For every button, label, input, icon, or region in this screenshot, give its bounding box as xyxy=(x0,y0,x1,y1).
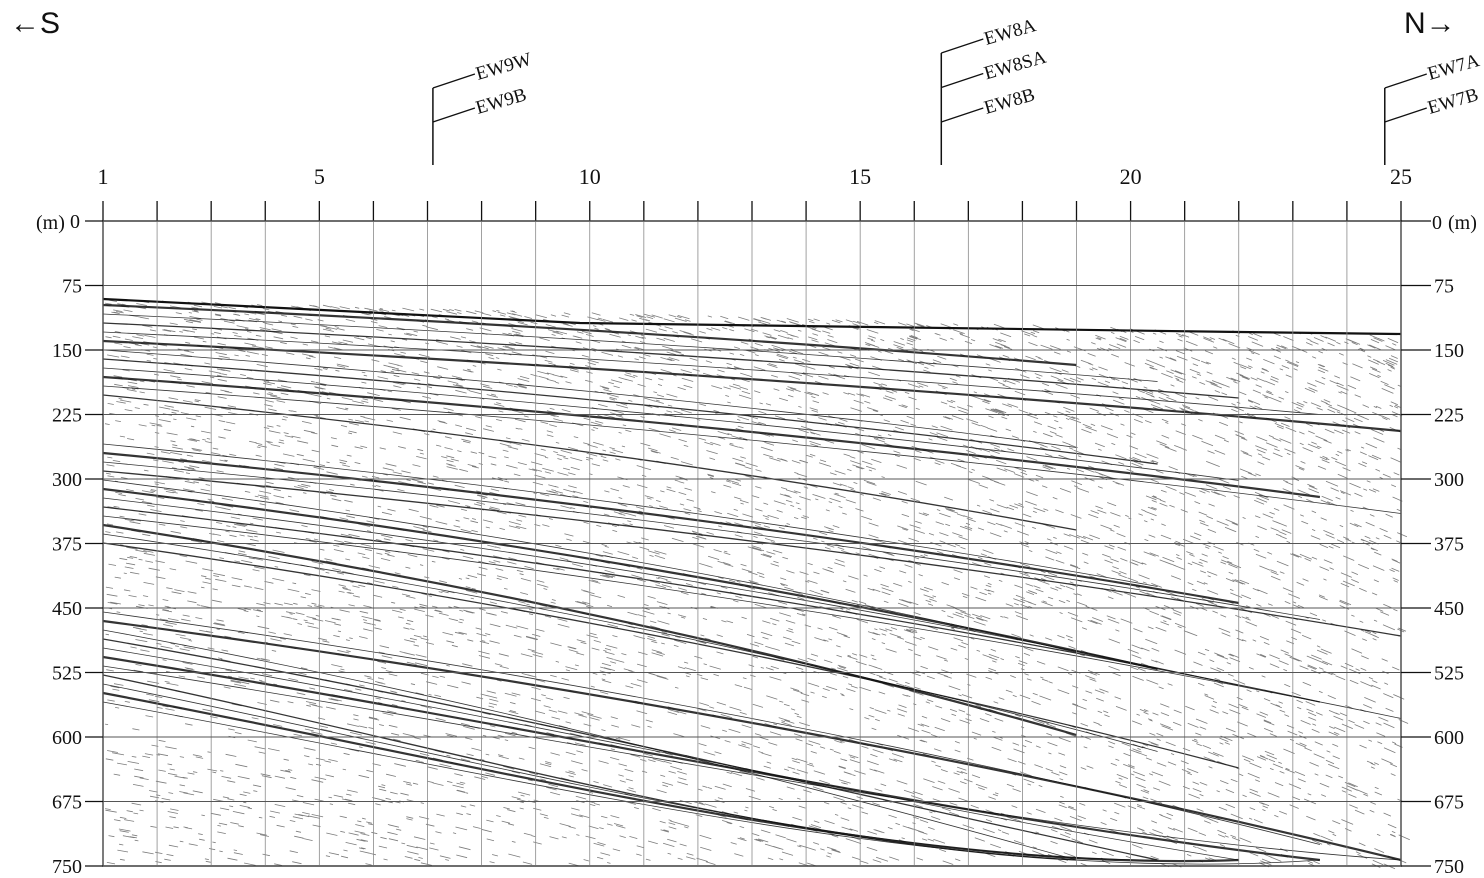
depth-unit-left: (m) xyxy=(36,212,65,234)
y-tick-label-left: 225 xyxy=(52,405,82,427)
borehole-label: EW8A xyxy=(982,15,1039,50)
borehole-label: EW8SA xyxy=(982,47,1049,85)
reflector-line xyxy=(102,349,1077,448)
x-tick-label: 20 xyxy=(1120,164,1142,189)
reflector-line xyxy=(102,665,1402,861)
y-tick-label-left: 675 xyxy=(52,792,82,814)
y-tick-label-right: 600 xyxy=(1434,727,1464,749)
y-tick-label-right: 225 xyxy=(1434,405,1464,427)
reflector-line xyxy=(102,303,1077,367)
y-tick-label-left: 300 xyxy=(52,469,82,491)
borehole-label: EW9B xyxy=(473,84,529,118)
borehole-leader xyxy=(941,38,984,54)
reflector-line xyxy=(102,367,1239,481)
y-tick-label-right: 525 xyxy=(1434,663,1464,685)
y-tick-label-right: 450 xyxy=(1434,598,1464,620)
reflector-line xyxy=(102,322,1239,399)
reflector-line xyxy=(102,523,1077,737)
grid-lines xyxy=(85,201,1431,867)
depth-zero-right: 0 xyxy=(1432,212,1442,234)
reflector-line xyxy=(102,394,1077,531)
reflector-line xyxy=(102,375,1321,499)
direction-north-label: N→ xyxy=(1404,7,1456,40)
reflector-line xyxy=(102,461,1320,620)
sea-floor-reflector xyxy=(102,297,1402,336)
reflector-line xyxy=(102,691,1239,863)
y-tick-label-right: 375 xyxy=(1434,534,1464,556)
borehole-leader xyxy=(432,107,476,123)
x-tick-label: 25 xyxy=(1390,164,1412,189)
reflector-line xyxy=(102,629,1077,861)
x-tick-label: 10 xyxy=(579,164,601,189)
borehole-leader xyxy=(1384,73,1427,89)
borehole-label: EW9W xyxy=(473,49,534,85)
x-tick-label: 1 xyxy=(98,164,109,189)
y-tick-label-left: 750 xyxy=(52,856,82,878)
borehole-label: EW7B xyxy=(1425,84,1481,118)
y-tick-label-left: 150 xyxy=(52,340,82,362)
reflector-line xyxy=(102,701,1320,865)
y-tick-label-right: 675 xyxy=(1434,792,1464,814)
borehole-leader xyxy=(1384,107,1427,123)
reflector-line xyxy=(102,451,1239,605)
reflector-line xyxy=(102,470,1402,637)
reflector-line xyxy=(102,339,1402,433)
x-axis: 1 5 10 15 20 25 xyxy=(98,164,1413,189)
reflector-line xyxy=(102,647,1239,861)
x-tick-label: 15 xyxy=(849,164,871,189)
reflector-line xyxy=(102,506,1321,703)
y-tick-label-left: 75 xyxy=(62,276,82,298)
y-tick-label-right: 750 xyxy=(1434,856,1464,878)
reflector-line xyxy=(102,497,1239,686)
reflector-line xyxy=(102,619,1402,862)
y-tick-label-right: 150 xyxy=(1434,340,1464,362)
y-tick-label-left: 600 xyxy=(52,727,82,749)
y-tick-label-left: 0 xyxy=(70,211,80,233)
y-tick-label-left: 525 xyxy=(52,663,82,685)
y-tick-label-left: 450 xyxy=(52,598,82,620)
borehole-label: EW8B xyxy=(982,84,1038,118)
reflector-line xyxy=(102,331,1320,415)
y-axis: 0 75 75 150 150 225 225 300 300 375 375 450 450 525 52… xyxy=(52,211,1464,878)
borehole-leader xyxy=(941,72,984,89)
depth-unit-right: (m) xyxy=(1448,212,1477,234)
y-tick-label-right: 300 xyxy=(1434,469,1464,491)
borehole-leader xyxy=(432,73,476,89)
borehole-leader xyxy=(941,107,984,123)
reflector-line xyxy=(102,542,1239,769)
borehole-label: EW7A xyxy=(1425,50,1482,85)
reflector-line xyxy=(102,385,1402,514)
y-tick-label-right: 75 xyxy=(1434,276,1454,298)
direction-south-label: ←S xyxy=(10,7,60,40)
reflector-line xyxy=(102,515,1402,719)
reflector-line xyxy=(102,655,1321,862)
x-tick-label: 5 xyxy=(314,164,325,189)
y-tick-label-left: 375 xyxy=(52,534,82,556)
